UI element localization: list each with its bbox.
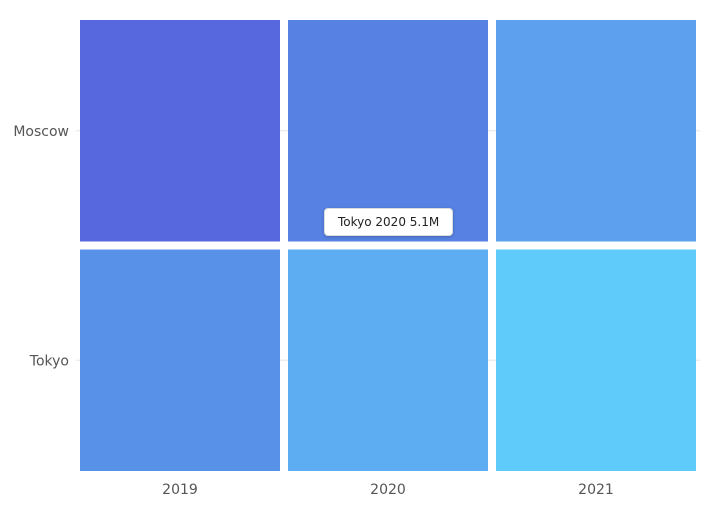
x-tick-label-2019: 2019 bbox=[162, 482, 198, 498]
x-tick-label-2020: 2020 bbox=[370, 482, 406, 498]
heatmap-cell-moscow-2021 bbox=[496, 20, 696, 242]
heatmap-cell-tokyo-2020 bbox=[288, 249, 488, 471]
heatmap-cell-tokyo-2019 bbox=[80, 249, 280, 471]
tooltip: Tokyo 2020 5.1M bbox=[324, 208, 454, 236]
y-tick-label-tokyo: Tokyo bbox=[29, 353, 69, 369]
x-tick-label-2021: 2021 bbox=[578, 482, 614, 498]
heatmap-cell-moscow-2019 bbox=[80, 20, 280, 242]
y-tick-label-moscow: Moscow bbox=[13, 124, 69, 140]
heatmap-cell-tokyo-2021 bbox=[496, 249, 696, 471]
heatmap-cell-moscow-2020 bbox=[288, 20, 488, 242]
